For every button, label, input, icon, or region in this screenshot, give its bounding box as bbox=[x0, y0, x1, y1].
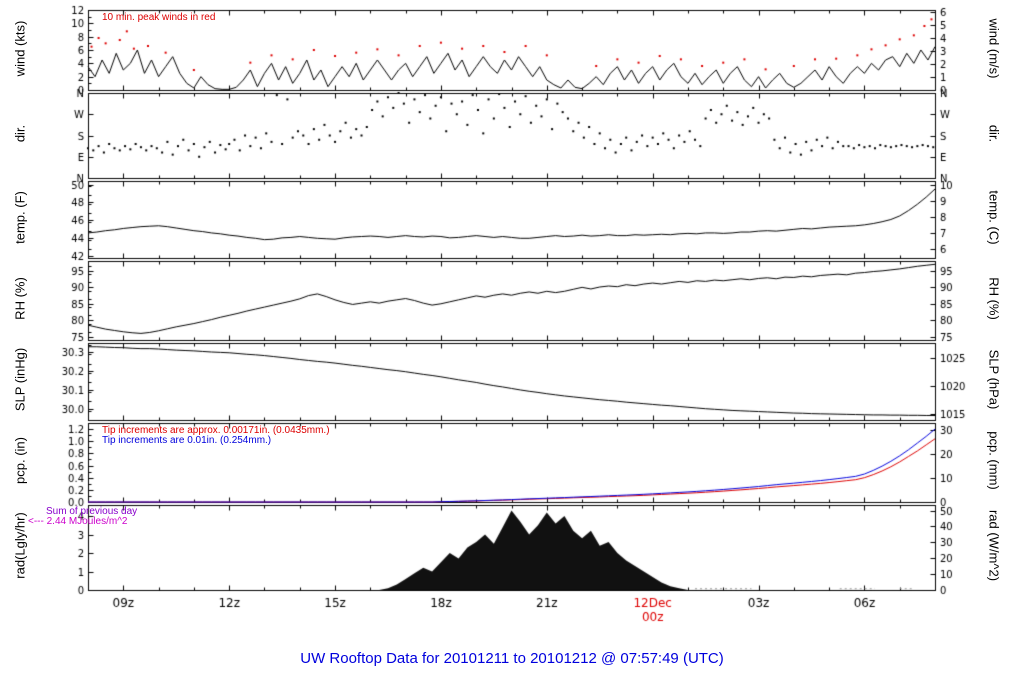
pcp-tip-note-red: Tip increments are approx. 0.00171in. (0… bbox=[102, 425, 330, 436]
wind-peaks-note: 10 min. peak winds in red bbox=[102, 12, 216, 23]
pcp-tip-note-blue: Tip increments are 0.01in. (0.254mm.) bbox=[102, 435, 272, 446]
chart-title: UW Rooftop Data for 20101211 to 20101212… bbox=[300, 650, 724, 667]
multi-panel-weather-chart bbox=[0, 0, 1024, 645]
rad-sum-note-line2: <--- 2.44 MJoules/m^2 bbox=[28, 516, 128, 527]
rad-sum-note-line1: Sum of previous day bbox=[46, 506, 138, 517]
